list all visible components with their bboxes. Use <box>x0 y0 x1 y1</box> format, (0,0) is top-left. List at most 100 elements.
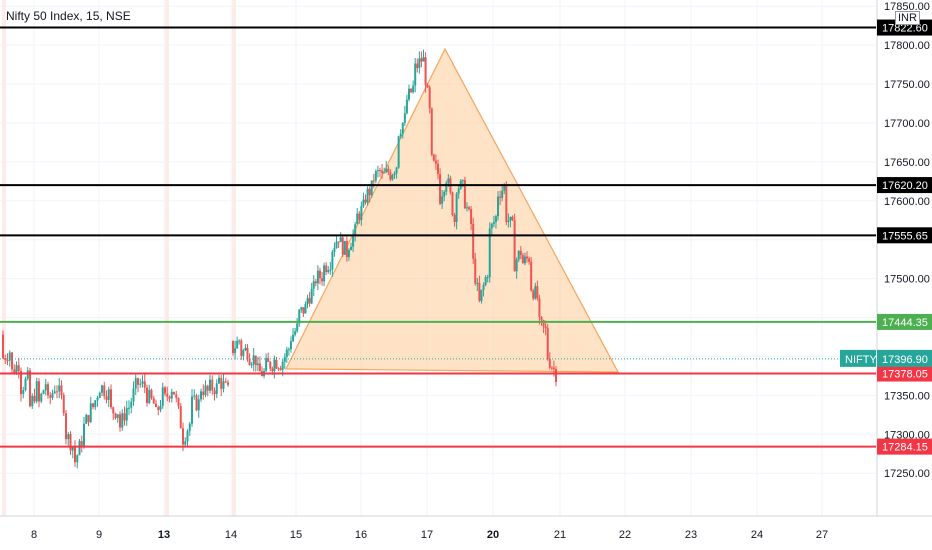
candle-body <box>484 277 487 286</box>
candle-body <box>51 393 54 398</box>
candle-body <box>453 215 456 222</box>
candle-body <box>521 254 524 264</box>
candle-body <box>422 57 425 62</box>
level-label-3: 17444.35 <box>882 317 928 329</box>
candle-body <box>168 396 171 399</box>
candle-body <box>17 365 20 371</box>
candle-body <box>44 384 47 391</box>
candle-body <box>546 328 549 360</box>
candle-body <box>451 192 454 216</box>
candle-body <box>22 389 25 395</box>
candle-body <box>538 298 541 317</box>
session-band <box>165 0 169 516</box>
candle-body <box>376 170 379 172</box>
candle-body <box>234 348 237 354</box>
candle-body <box>224 381 227 383</box>
candle-body <box>119 414 121 428</box>
candle-body <box>31 395 34 407</box>
candle-body <box>463 180 466 209</box>
candle-body <box>35 381 38 402</box>
candle-body <box>69 434 72 451</box>
candle-body <box>289 341 292 350</box>
candle-body <box>461 180 464 182</box>
candle-body <box>403 113 406 123</box>
candle-body <box>265 358 268 371</box>
candle-body <box>83 423 85 448</box>
candle-body <box>271 368 274 372</box>
candle-body <box>416 63 419 69</box>
candle-body <box>542 320 545 327</box>
candle-body <box>412 85 415 93</box>
level-label-5: 17284.15 <box>882 442 928 454</box>
session-band <box>232 0 236 516</box>
candle-body <box>356 213 359 225</box>
candle-body <box>476 282 479 284</box>
candle-body <box>333 248 336 252</box>
candle-body <box>528 258 531 262</box>
candle-body <box>141 381 144 384</box>
candle-body <box>306 298 309 304</box>
candle-body <box>277 368 280 370</box>
candle-body <box>29 370 31 407</box>
candle-body <box>188 423 191 432</box>
candle-body <box>308 298 311 304</box>
candle-body <box>148 389 151 404</box>
candle-body <box>314 281 317 284</box>
candle-body <box>439 174 442 204</box>
candle-body <box>511 216 514 220</box>
candle-body <box>420 58 423 62</box>
candle-body <box>337 241 340 243</box>
candle-body <box>362 199 365 207</box>
candle-body <box>366 188 369 203</box>
candle-body <box>56 391 58 393</box>
candle-body <box>177 398 180 407</box>
candle-body <box>96 398 99 401</box>
candle-body <box>269 361 272 369</box>
candle-body <box>155 403 157 407</box>
candle-body <box>298 309 301 324</box>
candle-body <box>161 387 164 406</box>
candle-body <box>227 382 229 385</box>
candle-body <box>445 182 448 192</box>
candle-body <box>428 87 431 109</box>
candle-body <box>103 385 106 397</box>
candle-body <box>468 207 471 210</box>
candle-body <box>53 391 56 394</box>
candle-body <box>443 191 446 197</box>
candle-body <box>252 355 255 365</box>
candle-body <box>540 316 543 321</box>
y-tick-label: 17300.00 <box>884 429 930 441</box>
candle-body <box>434 160 437 164</box>
candle-body <box>397 136 400 168</box>
candle-body <box>76 455 79 463</box>
candle-body <box>232 340 234 354</box>
candle-body <box>107 389 110 400</box>
candle-body <box>555 369 557 383</box>
candle-body <box>6 360 9 362</box>
candle-body <box>494 216 497 223</box>
candle-body <box>173 391 175 395</box>
candle-body <box>254 355 257 366</box>
candle-body <box>47 384 49 396</box>
candle-body <box>279 368 282 370</box>
candle-body <box>209 379 211 391</box>
candle-body <box>130 401 133 408</box>
x-tick-label: 13 <box>158 529 170 541</box>
candle-body <box>325 265 328 272</box>
candle-body <box>150 389 153 399</box>
candle-body <box>182 428 184 445</box>
candle-body <box>405 99 408 114</box>
candle-body <box>283 357 286 362</box>
candle-body <box>202 391 205 395</box>
candle-body <box>364 199 367 203</box>
candle-body <box>285 349 288 358</box>
candle-body <box>381 170 384 174</box>
y-tick-label: 17800.00 <box>884 40 930 52</box>
candle-body <box>114 413 117 419</box>
candle-body <box>236 340 239 349</box>
level-label-bg-4 <box>877 365 932 382</box>
candle-body <box>211 379 214 391</box>
candle-body <box>385 168 388 173</box>
time-axis-area <box>0 516 932 550</box>
